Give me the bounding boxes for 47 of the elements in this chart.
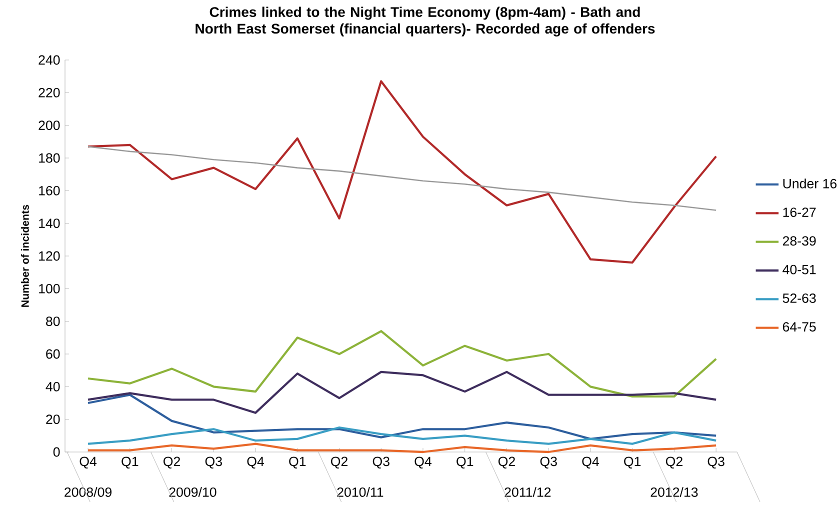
legend-label: 28-39: [782, 236, 816, 246]
x-tick-label: Q2: [498, 456, 515, 469]
x-tick-label: Q3: [540, 456, 557, 469]
line-series: [87, 146, 717, 211]
y-tick-label: 200: [38, 120, 60, 130]
line-series: [86, 394, 718, 440]
x-tick-label: Q2: [164, 456, 180, 469]
line-series: [86, 426, 718, 445]
x-tick-label: Q1: [456, 456, 474, 469]
y-tick-label: 180: [39, 153, 60, 163]
text: 2011/12: [504, 487, 551, 497]
y-tick-label: 120: [39, 251, 60, 261]
x-tick-label: Q1: [122, 456, 138, 469]
x-tick-label: Q2: [666, 456, 682, 469]
text: 2008/09: [64, 487, 112, 497]
y-tick-label: 160: [39, 186, 60, 196]
line-series: [86, 330, 718, 398]
x-tick-label: Q3: [372, 456, 390, 469]
x-tick-label: Q2: [330, 456, 348, 469]
y-tick-label: 60: [46, 349, 60, 359]
y-tick-label: 240: [38, 55, 60, 65]
x-tick-label: Q1: [624, 456, 641, 469]
legend-label: 16-27: [783, 208, 816, 217]
x-tick-label: Q3: [708, 456, 724, 469]
y-tick-label: 80: [46, 316, 60, 326]
y-tick-label: 20: [46, 414, 60, 424]
legend-label: 64-75: [782, 322, 816, 332]
x-tick-label: Q3: [205, 456, 222, 469]
y-tick-label: 220: [38, 88, 60, 98]
x-tick-label: Q4: [80, 456, 97, 469]
y-tick-label: 100: [39, 284, 60, 294]
y-axis-title: Number of incidents: [21, 204, 29, 307]
text: 2012/13: [650, 487, 698, 497]
x-tick-label: Q1: [289, 456, 306, 469]
text: 2009/10: [169, 487, 216, 497]
y-tick-label: 0: [53, 447, 60, 457]
legend-label: 52-63: [782, 293, 816, 303]
text: 2010/11: [337, 487, 384, 497]
y-tick-label: 140: [39, 218, 60, 228]
x-tick-label: Q4: [247, 456, 264, 469]
y-tick-label: 40: [46, 382, 60, 392]
legend-label: 40-51: [782, 264, 816, 274]
x-tick-label: Q4: [582, 456, 599, 469]
line-series: [86, 80, 718, 264]
legend-label: Under 16: [783, 178, 837, 188]
x-tick-label: Q4: [414, 456, 432, 469]
chart-title: Crimes linked to the Night Time Economy (8pm-4am) - Bath and North East Somerset (financial quarters)- Recorded age of offenders: [196, 6, 655, 36]
